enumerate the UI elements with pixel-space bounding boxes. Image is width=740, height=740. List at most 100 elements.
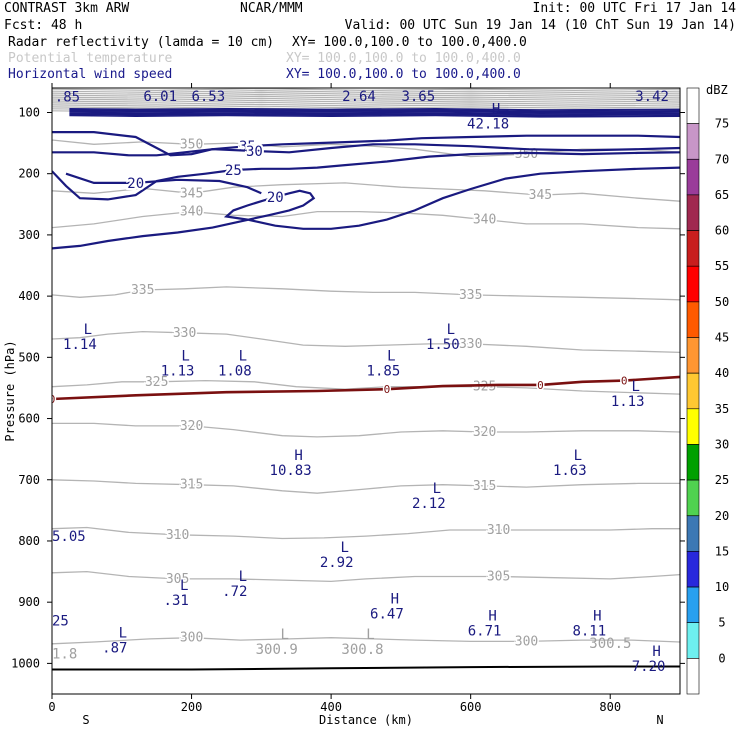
- extremum-low-marker: L: [181, 348, 189, 364]
- upper-theta-line: [52, 88, 680, 92]
- colorbar-swatch: [686, 337, 700, 374]
- theta-contour-300: [52, 637, 680, 645]
- y-tick-label: 100: [18, 106, 40, 120]
- wind-contour-25: [52, 151, 680, 201]
- jet-core-line: [69, 113, 680, 117]
- theta-contour-label: 320: [180, 419, 203, 434]
- extremum-value: 2.92: [320, 555, 354, 571]
- colorbar-swatch: [686, 372, 700, 410]
- edge-value-label: 25: [52, 613, 69, 629]
- upper-theta-line: [52, 103, 680, 107]
- colorbar-swatch: [686, 123, 700, 160]
- theta-contour-label: 340: [473, 213, 496, 228]
- theta-contour-label: 315: [180, 478, 203, 493]
- extremum-low-marker: L: [363, 74, 371, 90]
- field-wind-xy: XY= 100.0,100.0 to 100.0,400.0: [286, 67, 521, 82]
- theta-contour-label: 335: [459, 288, 482, 303]
- extremum-low-marker: L: [366, 627, 374, 643]
- colorbar-level-label: 20: [715, 509, 729, 523]
- north-label: N: [656, 713, 663, 727]
- extremum-low-marker: L: [422, 74, 430, 90]
- colorbar-swatch: [686, 265, 700, 303]
- colorbar-level-label: 35: [715, 402, 729, 416]
- field-theta-xy: XY= 100.0,100.0 to 100.0,400.0: [286, 51, 521, 66]
- extremum-value: 1.85: [367, 363, 401, 379]
- extremum-value: 2.64: [342, 89, 376, 105]
- theta-contour-label: 300: [180, 631, 203, 646]
- colorbar-swatch: [686, 408, 700, 445]
- colorbar-level-label: 5: [718, 616, 725, 630]
- theta-contour-label: 330: [459, 337, 482, 352]
- x-axis: 0 200 400 600 800: [48, 83, 621, 714]
- theta-contour-label: 325: [473, 380, 496, 395]
- x-tick-label: 600: [460, 700, 482, 714]
- colorbar-level-label: 0: [718, 651, 725, 665]
- extremum-low-marker: L: [387, 348, 395, 364]
- forecast-hour: Fcst: 48 h: [4, 18, 82, 33]
- theta-contour-label: 350: [180, 137, 203, 152]
- extrema-labels: L1.14L1.13L1.08L1.85L1.50L1.13H10.83L2.1…: [52, 74, 669, 675]
- x-tick-label: 400: [320, 700, 342, 714]
- theta-contour-label: 315: [473, 479, 496, 494]
- extremum-value: 1.13: [161, 363, 195, 379]
- extremum-value: 8.11: [572, 624, 606, 640]
- edge-value-label: 5.05: [52, 529, 86, 545]
- wind-contour-20: [65, 172, 262, 195]
- extremum-value: 6.71: [468, 624, 502, 640]
- theta-contour-label: 300: [515, 634, 538, 649]
- field-theta: Potential temperature: [8, 51, 173, 66]
- y-tick-label: 500: [18, 350, 40, 364]
- extremum-value: 1.08: [218, 363, 252, 379]
- x-axis-title: Distance (km): [319, 713, 413, 727]
- extremum-value: 1.14: [63, 337, 97, 353]
- extremum-value: 300.9: [256, 642, 298, 658]
- colorbar-level-label: 55: [715, 259, 729, 273]
- colorbar-swatch: [686, 586, 700, 623]
- extremum-high-marker: H: [488, 609, 496, 625]
- extremum-value: 300.8: [341, 642, 383, 658]
- extremum-low-marker: L: [574, 448, 582, 464]
- extremum-value: .72: [222, 584, 247, 600]
- extremum-value: 7.20: [632, 659, 666, 675]
- extremum-value: 1.13: [611, 394, 645, 410]
- upper-theta-line: [52, 99, 680, 103]
- theta-contour-335: [52, 286, 680, 301]
- upper-theta-line: [52, 105, 680, 109]
- extremum-value: 42.18: [467, 117, 509, 133]
- valid-time: Valid: 00 UTC Sun 19 Jan 14 (10 ChT Sun …: [345, 18, 736, 33]
- upper-theta-line: [52, 97, 680, 101]
- theta-contour-label: 310: [166, 528, 189, 543]
- colorbar-level-label: 70: [715, 152, 729, 166]
- upper-theta-line: [52, 93, 680, 97]
- colorbar-swatch: [686, 159, 700, 196]
- colorbar-swatch: [686, 551, 700, 588]
- field-wind: Horizontal wind speed: [8, 67, 172, 82]
- edge-value-label: 1.8: [52, 647, 77, 663]
- extremum-value: 1.63: [553, 463, 587, 479]
- colorbar-unit: dBZ: [706, 83, 728, 97]
- y-tick-label: 1000: [11, 656, 40, 670]
- extremum-low-marker: L: [212, 74, 220, 90]
- y-tick-label: 400: [18, 289, 40, 303]
- wind-contour-35: [52, 131, 680, 157]
- colorbar-level-label: 25: [715, 473, 729, 487]
- theta-contour-label: 325: [145, 375, 168, 390]
- theta-contour-345: [52, 182, 680, 202]
- theta-contour-label: 350: [515, 147, 538, 162]
- colorbar-swatch: [686, 194, 700, 231]
- extremum-low-marker: L: [239, 348, 247, 364]
- y-axis-title: Pressure (hPa): [3, 340, 17, 441]
- field-reflectivity: Radar reflectivity (lamda = 10 cm): [8, 35, 274, 50]
- colorbar-swatch: [686, 515, 700, 552]
- ground-line: [52, 665, 680, 671]
- upper-theta-line: [52, 91, 680, 96]
- theta-contour-330: [52, 330, 680, 354]
- wind-contour-label: 20: [127, 176, 144, 192]
- upper-theta-line: [52, 101, 680, 105]
- extremum-low-marker: L: [656, 74, 664, 90]
- extremum-high-marker: H: [492, 102, 500, 118]
